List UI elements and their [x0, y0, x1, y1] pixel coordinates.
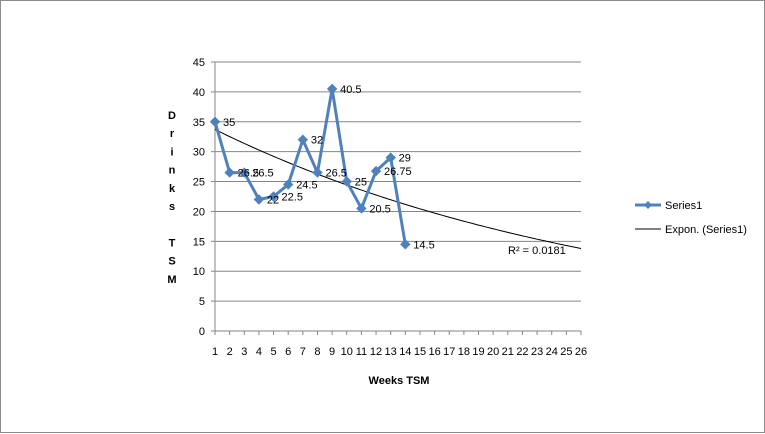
series1-point	[385, 152, 396, 163]
y-tick-label: 25	[193, 177, 205, 189]
series1-data-label: 25	[355, 177, 367, 189]
x-tick-label: 24	[546, 346, 558, 358]
x-tick-label: 25	[560, 346, 572, 358]
legend-trendline-label: Expon. (Series1)	[665, 224, 747, 236]
x-tick-label: 7	[300, 346, 306, 358]
x-tick-label: 8	[314, 346, 320, 358]
y-axis-title-letter: s	[169, 201, 175, 213]
series1-point	[341, 176, 352, 187]
x-tick-label: 19	[472, 346, 484, 358]
x-tick-label: 5	[270, 346, 276, 358]
x-tick-label: 1	[212, 346, 218, 358]
x-tick-label: 12	[370, 346, 382, 358]
series1-point	[268, 191, 279, 202]
y-tick-label: 0	[199, 326, 205, 338]
x-axis-title: Weeks TSM	[369, 375, 430, 387]
series1-data-label: 40.5	[340, 84, 361, 96]
series1-data-label: 32	[311, 135, 323, 147]
series1-point	[370, 165, 382, 177]
series1-point	[282, 179, 294, 190]
x-tick-label: 21	[502, 346, 514, 358]
series1-data-label: 26.5	[325, 168, 346, 180]
series1-data-label: 14.5	[413, 239, 434, 251]
series1-data-label: 22.5	[282, 192, 303, 204]
y-tick-label: 35	[193, 117, 205, 129]
x-tick-label: 4	[256, 346, 262, 358]
gridlines	[215, 61, 581, 302]
legend-series1-marker	[644, 201, 652, 209]
x-tick-label: 18	[458, 346, 470, 358]
series-layer	[209, 83, 411, 250]
series1-data-label: 26.5	[252, 168, 273, 180]
x-tick-label: 9	[329, 346, 335, 358]
y-tick-label: 45	[193, 57, 205, 69]
y-axis-title-letter: k	[169, 183, 176, 195]
series1-line	[213, 87, 407, 245]
series1-data-label: 22	[267, 194, 279, 206]
series1-point	[400, 239, 411, 250]
y-tick-label: 20	[193, 206, 205, 218]
x-tick-label: 22	[516, 346, 528, 358]
trendline-exponential	[214, 129, 582, 250]
y-axis-title-letter: n	[169, 165, 176, 177]
x-tick-label: 2	[227, 346, 233, 358]
series1-point	[312, 167, 323, 178]
series1-data-label: 26.5	[238, 168, 259, 180]
x-tick-label: 13	[385, 346, 397, 358]
x-tick-label: 26	[575, 346, 587, 358]
y-axis-title-letter: D	[168, 110, 176, 122]
series1-data-label: 26.75	[384, 166, 412, 178]
x-tick-label: 14	[399, 346, 411, 358]
series1-data-label: 29	[399, 153, 411, 165]
series1-data-label: 20.5	[369, 203, 390, 215]
y-tick-label: 5	[199, 296, 205, 308]
legend-series1-label: Series1	[665, 200, 702, 212]
series1-point	[239, 167, 250, 178]
y-tick-label: 30	[193, 147, 205, 159]
series1-point	[297, 134, 309, 145]
y-tick-label: 15	[193, 236, 205, 248]
y-axis-title-letter: r	[170, 128, 175, 140]
x-tick-label: 17	[443, 346, 455, 358]
x-tick-label: 10	[341, 346, 353, 358]
y-axis-title-letter: M	[167, 274, 176, 286]
y-axis-title-letter: T	[169, 237, 176, 249]
series1-point	[209, 116, 221, 127]
x-tick-label: 20	[487, 346, 499, 358]
series1-data-label: 24.5	[296, 180, 317, 192]
y-axis-title-letter: S	[168, 256, 175, 268]
series1-point	[224, 167, 235, 178]
y-tick-label: 40	[193, 87, 205, 99]
x-tick-label: 16	[428, 346, 440, 358]
series1-point	[253, 194, 265, 205]
series1-data-label: 35	[223, 117, 235, 129]
r-squared-label: R² = 0.0181	[508, 245, 566, 257]
legend: Series1 Expon. (Series1)	[635, 200, 747, 236]
x-tick-label: 6	[285, 346, 291, 358]
x-tick-label: 15	[414, 346, 426, 358]
y-axis-title-letter: i	[170, 146, 173, 158]
x-tick-label: 3	[241, 346, 247, 358]
x-tick-label: 11	[356, 346, 367, 358]
y-tick-label: 10	[193, 266, 205, 278]
x-tick-label: 23	[531, 346, 543, 358]
series1-point	[356, 203, 367, 214]
series1-point	[326, 83, 338, 95]
